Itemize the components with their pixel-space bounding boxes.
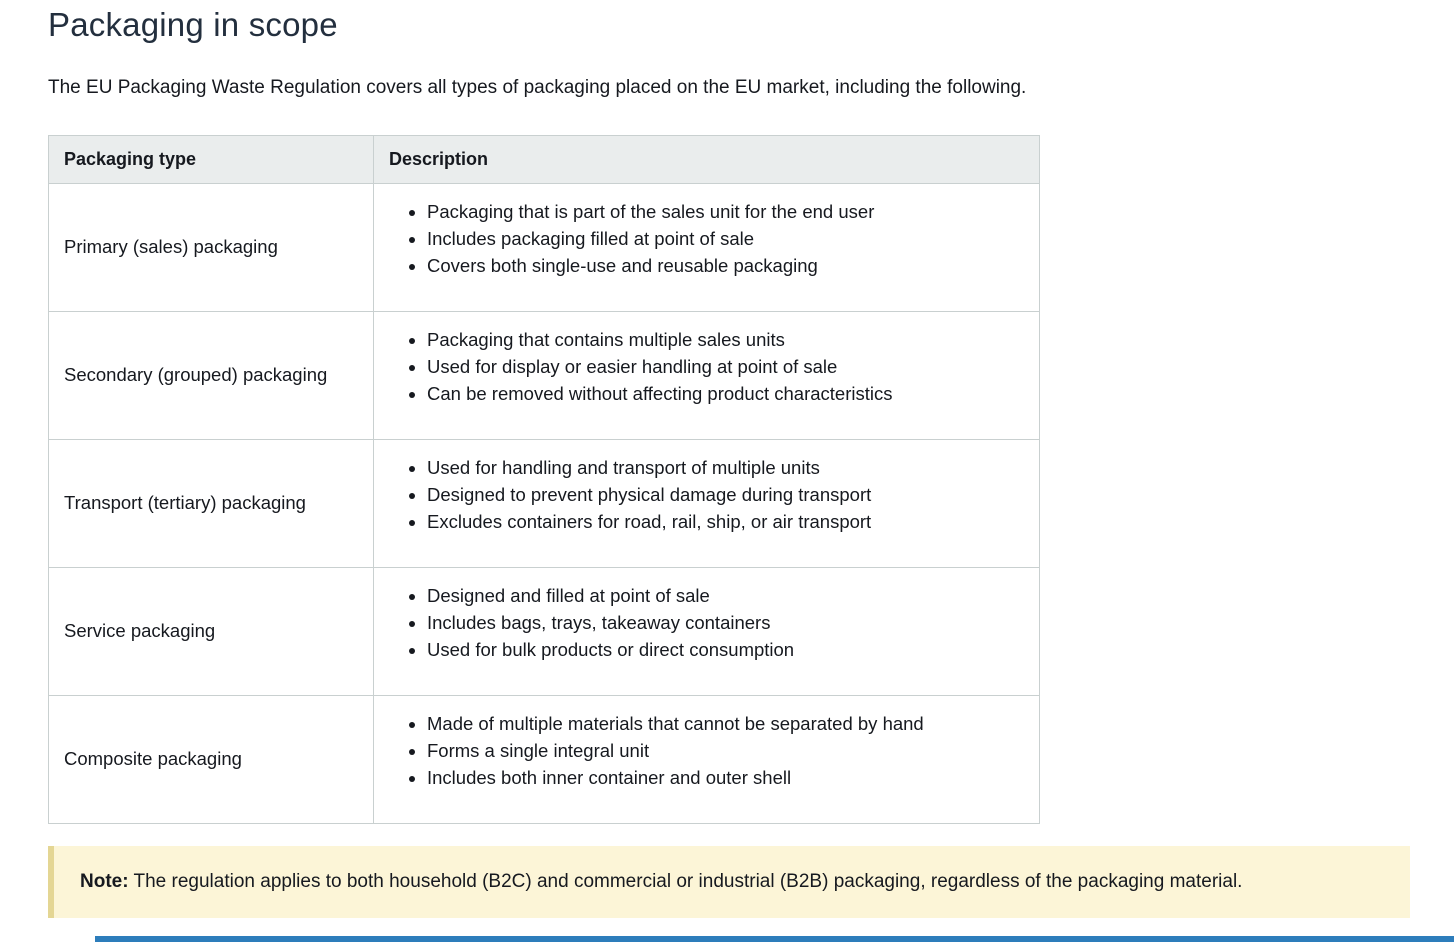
description-cell: Packaging that contains multiple sales u… <box>373 310 1040 440</box>
description-cell: Made of multiple materials that cannot b… <box>373 694 1040 824</box>
packaging-type-cell: Service packaging <box>48 566 374 696</box>
description-bullet: Designed and filled at point of sale <box>427 582 1024 609</box>
table-row: Service packaging Designed and filled at… <box>48 566 1040 696</box>
note-callout: Note: The regulation applies to both hou… <box>48 845 1410 919</box>
description-cell: Designed and filled at point of sale Inc… <box>373 566 1040 696</box>
description-bullet: Covers both single-use and reusable pack… <box>427 252 1024 279</box>
packaging-type-cell: Transport (tertiary) packaging <box>48 438 374 568</box>
table-row: Secondary (grouped) packaging Packaging … <box>48 310 1040 440</box>
description-bullet-list: Designed and filled at point of sale Inc… <box>389 582 1024 663</box>
column-header-packaging-type: Packaging type <box>48 134 374 184</box>
table-row: Primary (sales) packaging Packaging that… <box>48 182 1040 312</box>
description-bullet: Includes bags, trays, takeaway container… <box>427 609 1024 636</box>
packaging-type-cell: Secondary (grouped) packaging <box>48 310 374 440</box>
description-bullet: Forms a single integral unit <box>427 737 1024 764</box>
note-text: The regulation applies to both household… <box>133 870 1243 892</box>
cropped-blue-element-edge <box>95 936 1454 942</box>
description-bullet: Includes both inner container and outer … <box>427 764 1024 791</box>
description-bullet: Used for handling and transport of multi… <box>427 454 1024 481</box>
description-bullet: Excludes containers for road, rail, ship… <box>427 508 1024 535</box>
table-row: Transport (tertiary) packaging Used for … <box>48 438 1040 568</box>
description-bullet-list: Used for handling and transport of multi… <box>389 454 1024 535</box>
description-bullet: Includes packaging filled at point of sa… <box>427 225 1024 252</box>
description-bullet-list: Made of multiple materials that cannot b… <box>389 710 1024 791</box>
packaging-type-cell: Primary (sales) packaging <box>48 182 374 312</box>
description-bullet: Used for bulk products or direct consump… <box>427 636 1024 663</box>
table-header-row: Packaging type Description <box>48 134 1040 184</box>
description-bullet-list: Packaging that contains multiple sales u… <box>389 326 1024 407</box>
description-cell: Used for handling and transport of multi… <box>373 438 1040 568</box>
packaging-scope-table: Packaging type Description Primary (sale… <box>48 134 1040 824</box>
intro-text: The EU Packaging Waste Regulation covers… <box>48 77 1027 98</box>
page-title: Packaging in scope <box>48 6 338 43</box>
description-bullet: Made of multiple materials that cannot b… <box>427 710 1024 737</box>
description-bullet-list: Packaging that is part of the sales unit… <box>389 198 1024 279</box>
description-bullet: Used for display or easier handling at p… <box>427 353 1024 380</box>
description-bullet: Packaging that is part of the sales unit… <box>427 198 1024 225</box>
packaging-type-cell: Composite packaging <box>48 694 374 824</box>
description-cell: Packaging that is part of the sales unit… <box>373 182 1040 312</box>
column-header-description: Description <box>373 134 1040 184</box>
table-row: Composite packaging Made of multiple mat… <box>48 694 1040 824</box>
description-bullet: Can be removed without affecting product… <box>427 380 1024 407</box>
description-bullet: Packaging that contains multiple sales u… <box>427 326 1024 353</box>
description-bullet: Designed to prevent physical damage duri… <box>427 481 1024 508</box>
note-label: Note: <box>80 870 129 892</box>
